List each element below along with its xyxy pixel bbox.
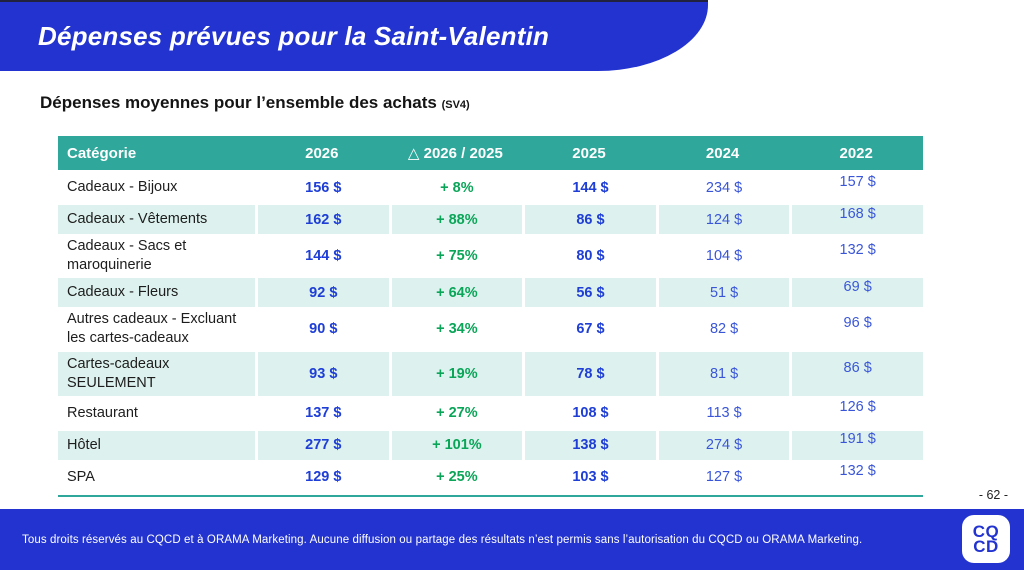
table-header-row: Catégorie 2026 △ 2026 / 2025 2025 2024 2…: [58, 136, 923, 170]
table-body: Cadeaux - Bijoux 156 $ + 8% 144 $ 234 $ …: [58, 170, 923, 497]
value-2022: 132 $: [839, 242, 876, 259]
category-cell: Autres cadeaux - Excluant les cartes-cad…: [67, 311, 237, 347]
table-row: Cadeaux - Fleurs 92 $ + 64% 56 $ 51 $ 69…: [58, 278, 923, 308]
header-2025: 2025: [572, 144, 606, 162]
cqcd-logo: CQ CD: [962, 515, 1010, 563]
category-cell: Cartes-cadeaux SEULEMENT: [67, 355, 170, 391]
value-2025: 56 $: [576, 284, 605, 301]
value-2024: 127 $: [705, 469, 743, 486]
value-2025: 78 $: [576, 365, 605, 382]
value-2022: 126 $: [839, 399, 876, 416]
header-2024: 2024: [705, 144, 740, 162]
table-row: Restaurant 137 $ + 27% 108 $ 113 $ 126 $: [58, 395, 923, 431]
page-number: - 62 -: [978, 488, 1008, 502]
category-cell: Cadeaux - Sacs et maroquinerie: [67, 238, 187, 274]
value-delta: + 19%: [436, 365, 478, 382]
category-cell: SPA: [67, 468, 95, 485]
logo-line-1: CQ: [972, 522, 1000, 541]
value-2025: 144 $: [572, 179, 609, 196]
value-2022: 157 $: [839, 173, 876, 190]
value-2025: 67 $: [576, 321, 605, 338]
value-2026: 90 $: [309, 321, 338, 338]
footer-bar: Tous droits réservés au CQCD et à ORAMA …: [0, 509, 1024, 570]
value-2026: 156 $: [305, 179, 342, 196]
subtitle-text: Dépenses moyennes pour l’ensemble des ac…: [40, 93, 437, 112]
value-delta: + 88%: [436, 211, 478, 228]
table-subtitle: Dépenses moyennes pour l’ensemble des ac…: [40, 93, 470, 113]
copyright-text: Tous droits réservés au CQCD et à ORAMA …: [22, 533, 863, 546]
spending-table: Catégorie 2026 △ 2026 / 2025 2025 2024 2…: [58, 136, 923, 497]
value-2022: 191 $: [839, 431, 876, 448]
value-2024: 274 $: [705, 437, 743, 454]
title-band: Dépenses prévues pour la Saint-Valentin: [0, 0, 708, 71]
value-2022: 132 $: [839, 463, 876, 480]
table-row: Cadeaux - Vêtements 162 $ + 88% 86 $ 124…: [58, 205, 923, 234]
value-delta: + 75%: [436, 248, 478, 265]
value-2022: 168 $: [839, 205, 876, 222]
value-2025: 108 $: [572, 405, 609, 422]
value-2025: 103 $: [572, 469, 609, 486]
value-2024: 82 $: [709, 321, 739, 338]
value-2022: 69 $: [843, 278, 872, 295]
value-delta: + 27%: [436, 405, 478, 422]
value-2026: 137 $: [305, 405, 342, 422]
value-delta: + 34%: [436, 321, 478, 338]
value-2026: 93 $: [309, 365, 338, 382]
header-2026: 2026: [305, 144, 339, 162]
value-2025: 86 $: [576, 211, 605, 228]
category-cell: Cadeaux - Bijoux: [67, 178, 178, 195]
table-row: Autres cadeaux - Excluant les cartes-cad…: [58, 307, 923, 352]
header-delta-2026-2025: △ 2026 / 2025: [407, 145, 503, 162]
value-2025: 138 $: [572, 437, 609, 454]
table-row: SPA 129 $ + 25% 103 $ 127 $ 132 $: [58, 459, 923, 495]
value-2026: 162 $: [305, 211, 342, 228]
header-categorie: Catégorie: [67, 144, 137, 162]
table-row: Cartes-cadeaux SEULEMENT 93 $ + 19% 78 $…: [58, 351, 923, 396]
value-delta: + 25%: [436, 469, 478, 486]
value-delta: + 101%: [432, 437, 482, 454]
slide-title: Dépenses prévues pour la Saint-Valentin: [38, 21, 550, 51]
logo-line-2: CD: [973, 537, 999, 556]
value-2024: 51 $: [709, 284, 739, 301]
table-row: Cadeaux - Sacs et maroquinerie 144 $ + 7…: [58, 234, 923, 279]
value-2024: 113 $: [706, 405, 742, 422]
value-2026: 92 $: [309, 284, 338, 301]
value-2022: 86 $: [843, 359, 872, 376]
value-2022: 96 $: [843, 315, 872, 332]
category-cell: Cadeaux - Vêtements: [67, 210, 208, 227]
value-delta: + 64%: [436, 284, 478, 301]
table-row: Cadeaux - Bijoux 156 $ + 8% 144 $ 234 $ …: [58, 170, 923, 205]
value-2026: 129 $: [305, 469, 342, 486]
category-cell: Hôtel: [67, 436, 101, 453]
subtitle-note: (SV4): [441, 99, 470, 111]
value-delta: + 8%: [440, 179, 474, 196]
value-2026: 277 $: [305, 437, 342, 454]
value-2024: 124 $: [705, 211, 743, 228]
table-row: Hôtel 277 $ + 101% 138 $ 274 $ 191 $: [58, 430, 923, 460]
value-2024: 234 $: [705, 179, 743, 196]
value-2024: 104 $: [705, 248, 743, 265]
value-2026: 144 $: [305, 248, 342, 265]
value-2024: 81 $: [709, 365, 739, 382]
value-2025: 80 $: [576, 248, 605, 265]
header-2022: 2022: [839, 144, 873, 162]
category-cell: Cadeaux - Fleurs: [67, 284, 179, 301]
category-cell: Restaurant: [67, 404, 138, 421]
